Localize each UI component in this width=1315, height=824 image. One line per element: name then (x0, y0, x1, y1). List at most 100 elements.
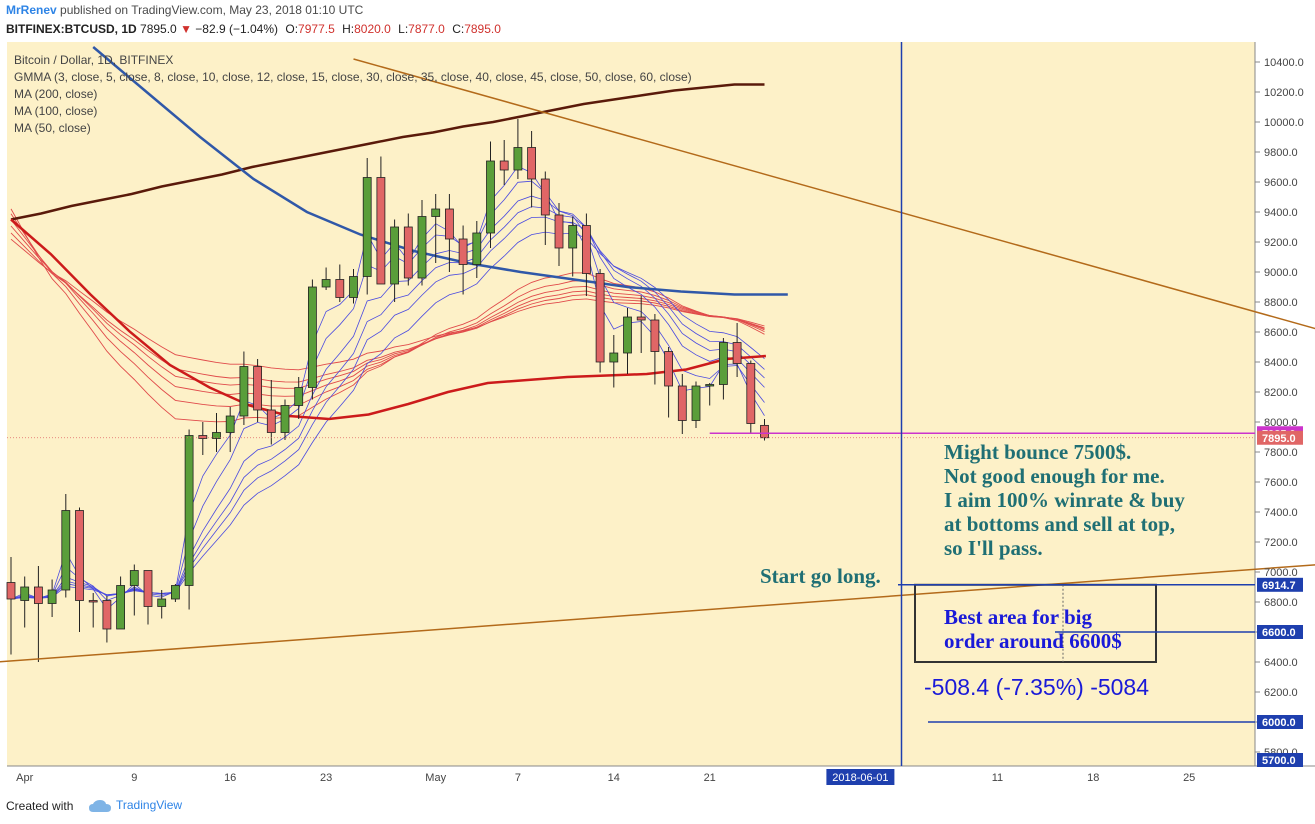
candle-body (664, 351, 673, 387)
gmma-long-line (10, 232, 765, 383)
y-tick-label: 8400.0 (1264, 357, 1298, 369)
legend-ma200[interactable]: MA (200, close) (14, 87, 98, 101)
candles (6, 119, 769, 662)
candle-body (746, 363, 756, 424)
x-tick-label: Apr (16, 772, 33, 784)
legend-gmma[interactable]: GMMA (3, close, 5, close, 8, close, 10, … (14, 70, 692, 84)
candle-body (417, 216, 427, 279)
candle-body (540, 178, 550, 216)
symbol-line: BITFINEX:BTCUSD, 1D 7895.0 ▼ −82.9 (−1.0… (6, 22, 501, 36)
candle-body (362, 177, 372, 277)
published-text: published on TradingView.com, May 23, 20… (60, 3, 364, 17)
candle-body (157, 598, 167, 607)
candle-body (307, 286, 317, 388)
candle-body (705, 384, 715, 387)
candle-body (403, 226, 413, 279)
x-tick-label: 9 (131, 772, 137, 784)
x-tick-label: 21 (704, 772, 716, 784)
candle-body (266, 409, 276, 433)
price-axis[interactable] (1255, 42, 1315, 766)
best-area-note: Best area for big order around 6600$ (944, 605, 1122, 653)
price-label-bg (1257, 715, 1303, 729)
x-tick-label: 7 (515, 772, 521, 784)
candle-body (198, 435, 208, 439)
footer: Created with TradingView (0, 790, 1315, 824)
down-arrow-icon: ▼ (180, 22, 192, 36)
candle-body (513, 147, 523, 171)
candle-body (280, 405, 290, 433)
price-label: 6914.7 (1262, 580, 1296, 592)
gmma-short-line (10, 231, 765, 600)
y-tick-label: 8200.0 (1264, 387, 1298, 399)
price-label-bg (1257, 577, 1303, 592)
candle-body (719, 342, 728, 385)
high-value: 8020.0 (354, 22, 391, 36)
bounce-line: at bottoms and sell at top, (944, 512, 1176, 536)
range-measure-label: -508.4 (-7.35%) -5084 (924, 674, 1150, 700)
y-tick-label: 8600.0 (1264, 327, 1298, 339)
price-label: 6600.0 (1262, 627, 1296, 639)
candle-body (582, 225, 591, 274)
candle-body (458, 238, 468, 265)
candle-body (88, 600, 98, 603)
candle-body (225, 415, 235, 433)
candle-body (486, 160, 495, 234)
gmma-long-line (10, 213, 765, 407)
y-tick-label: 8800.0 (1264, 297, 1298, 309)
candle-body (102, 600, 112, 630)
y-tick-label: 9400.0 (1264, 207, 1298, 219)
chart-header: MrRenev published on TradingView.com, Ma… (0, 0, 1315, 42)
low-value: 7877.0 (408, 22, 445, 36)
gmma-short-line (10, 180, 765, 601)
price-label-bg (1257, 753, 1303, 767)
candle-body (650, 319, 660, 352)
plot-area (7, 42, 1255, 766)
price-label-bg (1257, 430, 1303, 445)
candle-body (568, 225, 578, 249)
candle-body (472, 232, 482, 265)
candle-body (239, 366, 249, 417)
legend-ma50[interactable]: MA (50, close) (14, 121, 91, 135)
y-tick-label: 7800.0 (1264, 447, 1298, 459)
x-tick-label: 18 (1087, 772, 1099, 784)
bounce-note: Might bounce 7500$. Not good enough for … (944, 440, 1185, 560)
y-tick-label: 9600.0 (1264, 177, 1298, 189)
tradingview-brand: TradingView (116, 798, 183, 812)
candle-body (349, 276, 358, 298)
bounce-line: Not good enough for me. (944, 464, 1165, 488)
best-area-line: order around 6600$ (944, 629, 1122, 653)
x-tick-label: 11 (992, 772, 1003, 784)
bounce-line: so I'll pass. (944, 536, 1043, 560)
price-chart[interactable]: 10400.0 10200.0 10000.0 9800.0 9600.0 9400.0 9… (0, 42, 1315, 790)
candle-body (677, 385, 687, 421)
legend-ma100[interactable]: MA (100, close) (14, 104, 98, 118)
candle-body (253, 366, 263, 411)
y-tick-label: 7200.0 (1264, 537, 1298, 549)
symbol-name: BITFINEX:BTCUSD, 1D (6, 22, 137, 36)
candle-body (61, 510, 71, 591)
open-value: 7977.5 (298, 22, 335, 36)
price-label: 7895.0 (1262, 433, 1296, 445)
y-tick-label: 10400.0 (1264, 57, 1304, 69)
bounce-line: I aim 100% winrate & buy (944, 488, 1185, 512)
y-tick-label: 10000.0 (1264, 117, 1304, 129)
candle-body (34, 586, 43, 604)
candle-body (6, 582, 16, 600)
candle-body (170, 585, 180, 600)
y-tick-label: 7600.0 (1264, 477, 1298, 489)
time-axis[interactable] (7, 766, 1315, 790)
price-label-bg (1257, 625, 1303, 639)
candle-body (212, 432, 221, 439)
y-tick-label: 9800.0 (1264, 147, 1298, 159)
tradingview-logo[interactable]: TradingView (88, 798, 182, 813)
x-tick-label: May (425, 772, 446, 784)
candle-body (321, 279, 331, 288)
y-tick-label: 9000.0 (1264, 267, 1298, 279)
gmma-long-line (10, 225, 765, 389)
drawings (0, 42, 1315, 766)
gmma-short-line (10, 216, 765, 600)
y-tick-label: 9200.0 (1264, 237, 1298, 249)
indicator-legend: Bitcoin / Dollar, 1D, BITFINEX GMMA (3, … (14, 52, 692, 137)
author-link[interactable]: MrRenev (6, 3, 57, 17)
candle-body (636, 316, 646, 321)
